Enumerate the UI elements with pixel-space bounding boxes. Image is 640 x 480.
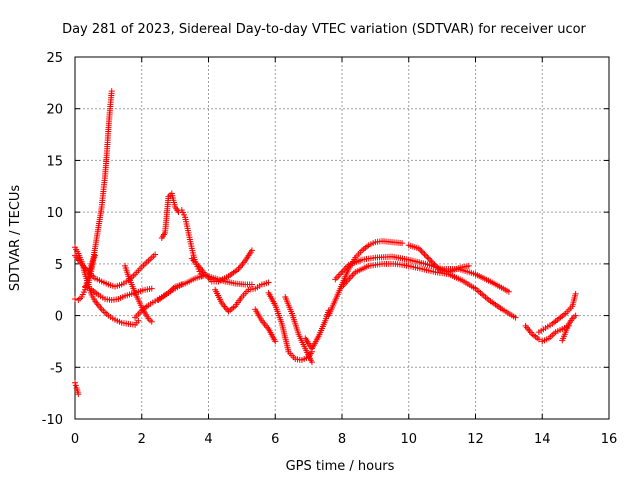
axis-ticks (74, 56, 610, 420)
x-tick-label: 2 (138, 432, 146, 447)
arc-low-rise-point (92, 252, 99, 259)
x-tick-label: 12 (467, 432, 484, 447)
arc-early-mid-point (152, 251, 159, 258)
arc-dip-mid-point (148, 318, 155, 325)
arc-tail-low-point (535, 336, 542, 343)
arc-tail-rise-point (572, 290, 579, 297)
y-tick-label: 25 (46, 51, 63, 66)
arc-late-hump-point (420, 249, 427, 256)
arc-late-hump-point (418, 248, 425, 255)
y-tick-labels: -10 -5 0 5 10 15 20 25 (42, 51, 63, 428)
arc-trough-two-point (308, 359, 315, 366)
data-marks (72, 88, 579, 398)
arc-late-hump-point (424, 254, 431, 261)
arc-late-hump-point (434, 264, 441, 271)
arc-low-rise-point (72, 296, 78, 303)
x-tick-label: 10 (400, 432, 417, 447)
arc-late-hump-point (430, 260, 437, 267)
arc-main-band-point (505, 288, 512, 295)
y-tick-label: 0 (55, 310, 63, 325)
arc-negative-start-point (72, 382, 79, 389)
x-tick-label: 0 (71, 432, 79, 447)
arc-late-hump-point (425, 255, 432, 262)
arc-late-hump-point (431, 261, 438, 268)
x-axis-label: GPS time / hours (286, 459, 395, 474)
y-tick-label: 20 (46, 103, 63, 118)
x-tick-label: 4 (204, 432, 212, 447)
arc-tail-end-point (572, 312, 579, 319)
arc-late-hump-point (415, 245, 422, 252)
y-axis-label: SDTVAR / TECUs (8, 185, 23, 292)
arc-main-lower-point (512, 314, 519, 321)
arc-late-hump-point (421, 251, 428, 258)
x-tick-labels: 0 2 4 6 8 10 12 14 16 (71, 432, 617, 447)
x-tick-label: 16 (601, 432, 618, 447)
arc-late-hump-point (428, 258, 435, 265)
y-tick-label: 10 (46, 206, 63, 221)
grid (75, 57, 609, 419)
arc-negative-start-point (72, 379, 78, 386)
arc-mid-low-point (265, 279, 272, 286)
y-tick-label: 15 (46, 154, 63, 169)
y-tick-label: -10 (42, 413, 63, 428)
arc-late-hump-point (422, 252, 429, 259)
y-tick-label: 5 (55, 258, 63, 273)
arc-rise-main-point (399, 240, 406, 247)
x-tick-label: 6 (271, 432, 279, 447)
x-tick-label: 14 (534, 432, 551, 447)
arc-early-decline-point (135, 317, 142, 324)
chart-title: Day 281 of 2023, Sidereal Day-to-day VTE… (62, 22, 586, 37)
arc-mid-swoop-point (248, 247, 255, 254)
arc-late-hump-point (427, 257, 434, 264)
arc-negative-start-point (75, 391, 82, 398)
arc-late-hump-point (417, 246, 424, 253)
arc-late-hump-point (465, 262, 472, 269)
arc-short-dip-point (272, 338, 279, 345)
arc-band-two-point (148, 285, 155, 292)
y-tick-label: -5 (50, 361, 63, 376)
x-tick-label: 8 (338, 432, 346, 447)
arc-mid-rise-point (248, 281, 255, 288)
arc-late-hump-point (432, 263, 439, 270)
arc-spike-point (108, 88, 115, 95)
